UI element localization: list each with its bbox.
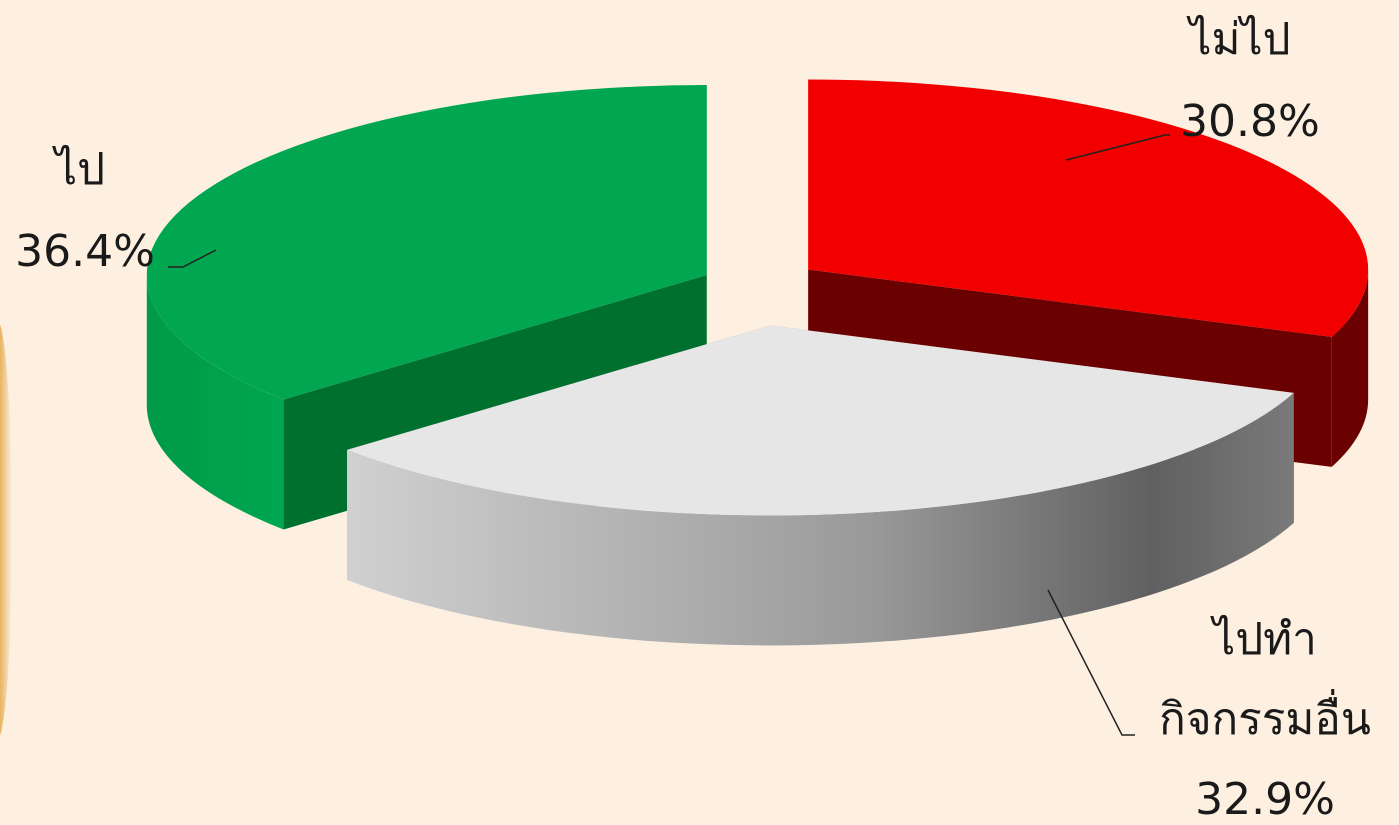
- slice-top-other: [347, 325, 1294, 516]
- leader-line-mai-pai: [1065, 134, 1170, 161]
- slice-label-mai-pai: ไม่ไป 30.8%: [1180, 14, 1320, 147]
- slice-top-mai-pai: [808, 79, 1369, 337]
- slice-rim-pai: [146, 275, 284, 530]
- slice-rim-mai-pai: [1331, 269, 1369, 467]
- slice-rim-other: [347, 392, 1294, 646]
- slice-label-pai-value: 36.4%: [15, 226, 155, 277]
- slice-label-other-value: 32.9%: [1195, 774, 1335, 825]
- slice-label-mai-pai-name: ไม่ไป: [1189, 14, 1291, 65]
- leader-line-pai: [168, 249, 217, 268]
- slice-label-pai: ไป 36.4%: [5, 148, 165, 274]
- slice-label-other: ไปทำ กิจกรรมอื่น 32.9%: [1135, 618, 1395, 822]
- slice-label-other-name-line1: ไปทำ: [1213, 614, 1317, 665]
- edge-decoration: [0, 320, 12, 740]
- slice-label-mai-pai-value: 30.8%: [1180, 96, 1320, 147]
- slice-top-pai: [146, 85, 707, 400]
- slice-label-pai-name: ไป: [54, 144, 106, 195]
- slice-label-other-name-line2: กิจกรรมอื่น: [1159, 694, 1371, 745]
- leader-line-other: [1047, 589, 1135, 736]
